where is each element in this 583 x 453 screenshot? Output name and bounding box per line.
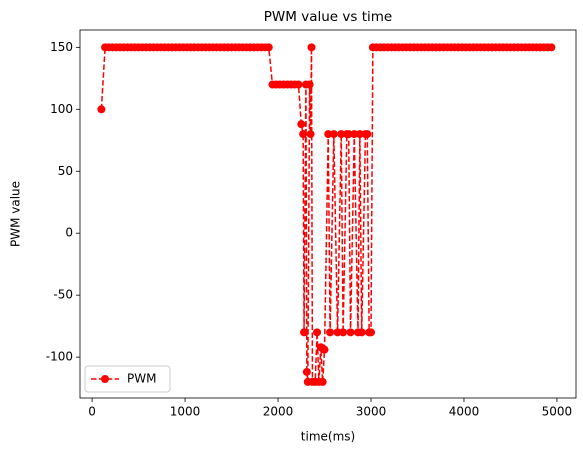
data-point: [346, 328, 355, 337]
legend-label: PWM: [127, 372, 156, 386]
data-point: [357, 328, 366, 337]
data-point: [366, 328, 375, 337]
data-point: [299, 130, 308, 139]
data-point: [307, 43, 316, 52]
y-tick-label: -100: [46, 350, 73, 364]
legend-box: [84, 365, 171, 393]
x-tick-label: 3000: [356, 405, 387, 419]
x-tick-label: 0: [88, 405, 96, 419]
y-tick-label: -50: [53, 288, 73, 302]
data-point: [547, 43, 556, 52]
chart-title: PWM value vs time: [264, 9, 392, 25]
data-point: [333, 328, 342, 337]
data-point: [329, 130, 338, 139]
plot-frame: [79, 29, 577, 399]
y-tick-label: 0: [65, 226, 73, 240]
data-point: [326, 328, 335, 337]
x-axis-label: time(ms): [301, 430, 355, 444]
y-axis-label: PWM value: [9, 181, 23, 247]
data-point: [294, 80, 303, 89]
legend-marker: [101, 375, 109, 383]
data-point: [97, 105, 106, 114]
data-point: [306, 130, 315, 139]
x-tick-label: 1000: [170, 405, 201, 419]
data-point: [355, 130, 364, 139]
data-point: [320, 345, 329, 354]
data-point: [318, 377, 327, 386]
data-point: [305, 80, 314, 89]
y-tick-label: 100: [50, 102, 73, 116]
data-point: [350, 130, 359, 139]
y-tick-label: 150: [50, 40, 73, 54]
data-point: [344, 130, 353, 139]
data-point: [300, 328, 309, 337]
data-point: [302, 367, 311, 376]
data-point: [324, 130, 333, 139]
data-point: [264, 43, 273, 52]
x-tick-label: 4000: [449, 405, 480, 419]
x-tick-label: 5000: [542, 405, 573, 419]
y-tick-label: 50: [58, 164, 73, 178]
data-point: [297, 120, 306, 129]
data-point: [339, 328, 348, 337]
x-tick-label: 2000: [263, 405, 294, 419]
data-point: [363, 130, 372, 139]
data-point: [337, 130, 346, 139]
data-point: [313, 328, 322, 337]
